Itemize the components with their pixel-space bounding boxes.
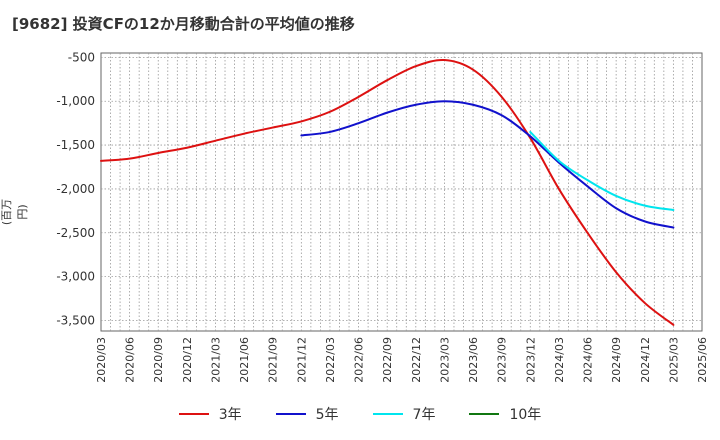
x-tick-label: 2021/06 bbox=[238, 337, 251, 383]
chart-title: [9682] 投資CFの12か月移動合計の平均値の推移 bbox=[12, 15, 355, 33]
x-tick-label: 2024/03 bbox=[553, 337, 566, 383]
x-tick-label: 2024/09 bbox=[610, 337, 623, 383]
x-tick-label: 2023/03 bbox=[438, 337, 451, 383]
y-tick-label: -1,500 bbox=[56, 138, 95, 152]
y-tick-label: -1,000 bbox=[56, 94, 95, 108]
legend-label-3y: 3年 bbox=[218, 407, 242, 423]
legend-swatch-5y bbox=[275, 413, 306, 415]
x-tick-label: 2022/06 bbox=[353, 337, 366, 383]
x-tick-label: 2021/12 bbox=[295, 337, 308, 383]
x-tick-label: 2022/12 bbox=[410, 337, 423, 383]
legend-item-10y: 10年 bbox=[469, 404, 541, 424]
legend: 3年 5年 7年 10年 bbox=[0, 404, 720, 424]
x-tick-label: 2022/03 bbox=[324, 337, 337, 383]
x-tick-label: 2020/12 bbox=[181, 337, 194, 383]
y-tick-label: -3,000 bbox=[56, 270, 95, 284]
series-line-7年 bbox=[529, 130, 675, 211]
series-line-5年 bbox=[300, 100, 675, 229]
plot-area bbox=[100, 52, 703, 332]
legend-item-7y: 7年 bbox=[372, 404, 436, 424]
legend-swatch-3y bbox=[178, 413, 209, 415]
x-tick-label: 2022/09 bbox=[381, 337, 394, 383]
x-tick-label: 2020/03 bbox=[95, 337, 108, 383]
x-tick-label: 2025/03 bbox=[667, 337, 680, 383]
legend-swatch-7y bbox=[372, 413, 403, 415]
x-tick-label: 2023/09 bbox=[496, 337, 509, 383]
x-tick-label: 2021/09 bbox=[267, 337, 280, 383]
legend-swatch-10y bbox=[469, 413, 500, 415]
x-tick-label: 2023/06 bbox=[467, 337, 480, 383]
series-line-3年 bbox=[100, 58, 675, 326]
y-tick-label: -500 bbox=[68, 50, 95, 64]
y-tick-label: -2,000 bbox=[56, 182, 95, 196]
x-tick-label: 2024/12 bbox=[639, 337, 652, 383]
legend-item-5y: 5年 bbox=[275, 404, 339, 424]
y-tick-label: -3,500 bbox=[56, 313, 95, 327]
x-tick-label: 2020/09 bbox=[152, 337, 165, 383]
legend-item-3y: 3年 bbox=[178, 404, 242, 424]
y-tick-label: -2,500 bbox=[56, 226, 95, 240]
legend-label-10y: 10年 bbox=[509, 407, 542, 423]
x-tick-label: 2023/12 bbox=[524, 337, 537, 383]
legend-label-7y: 7年 bbox=[412, 407, 436, 423]
x-tick-label: 2020/06 bbox=[124, 337, 137, 383]
x-tick-label: 2025/06 bbox=[696, 337, 709, 383]
legend-label-5y: 5年 bbox=[315, 407, 339, 423]
x-tick-label: 2024/06 bbox=[582, 337, 595, 383]
x-tick-label: 2021/03 bbox=[209, 337, 222, 383]
